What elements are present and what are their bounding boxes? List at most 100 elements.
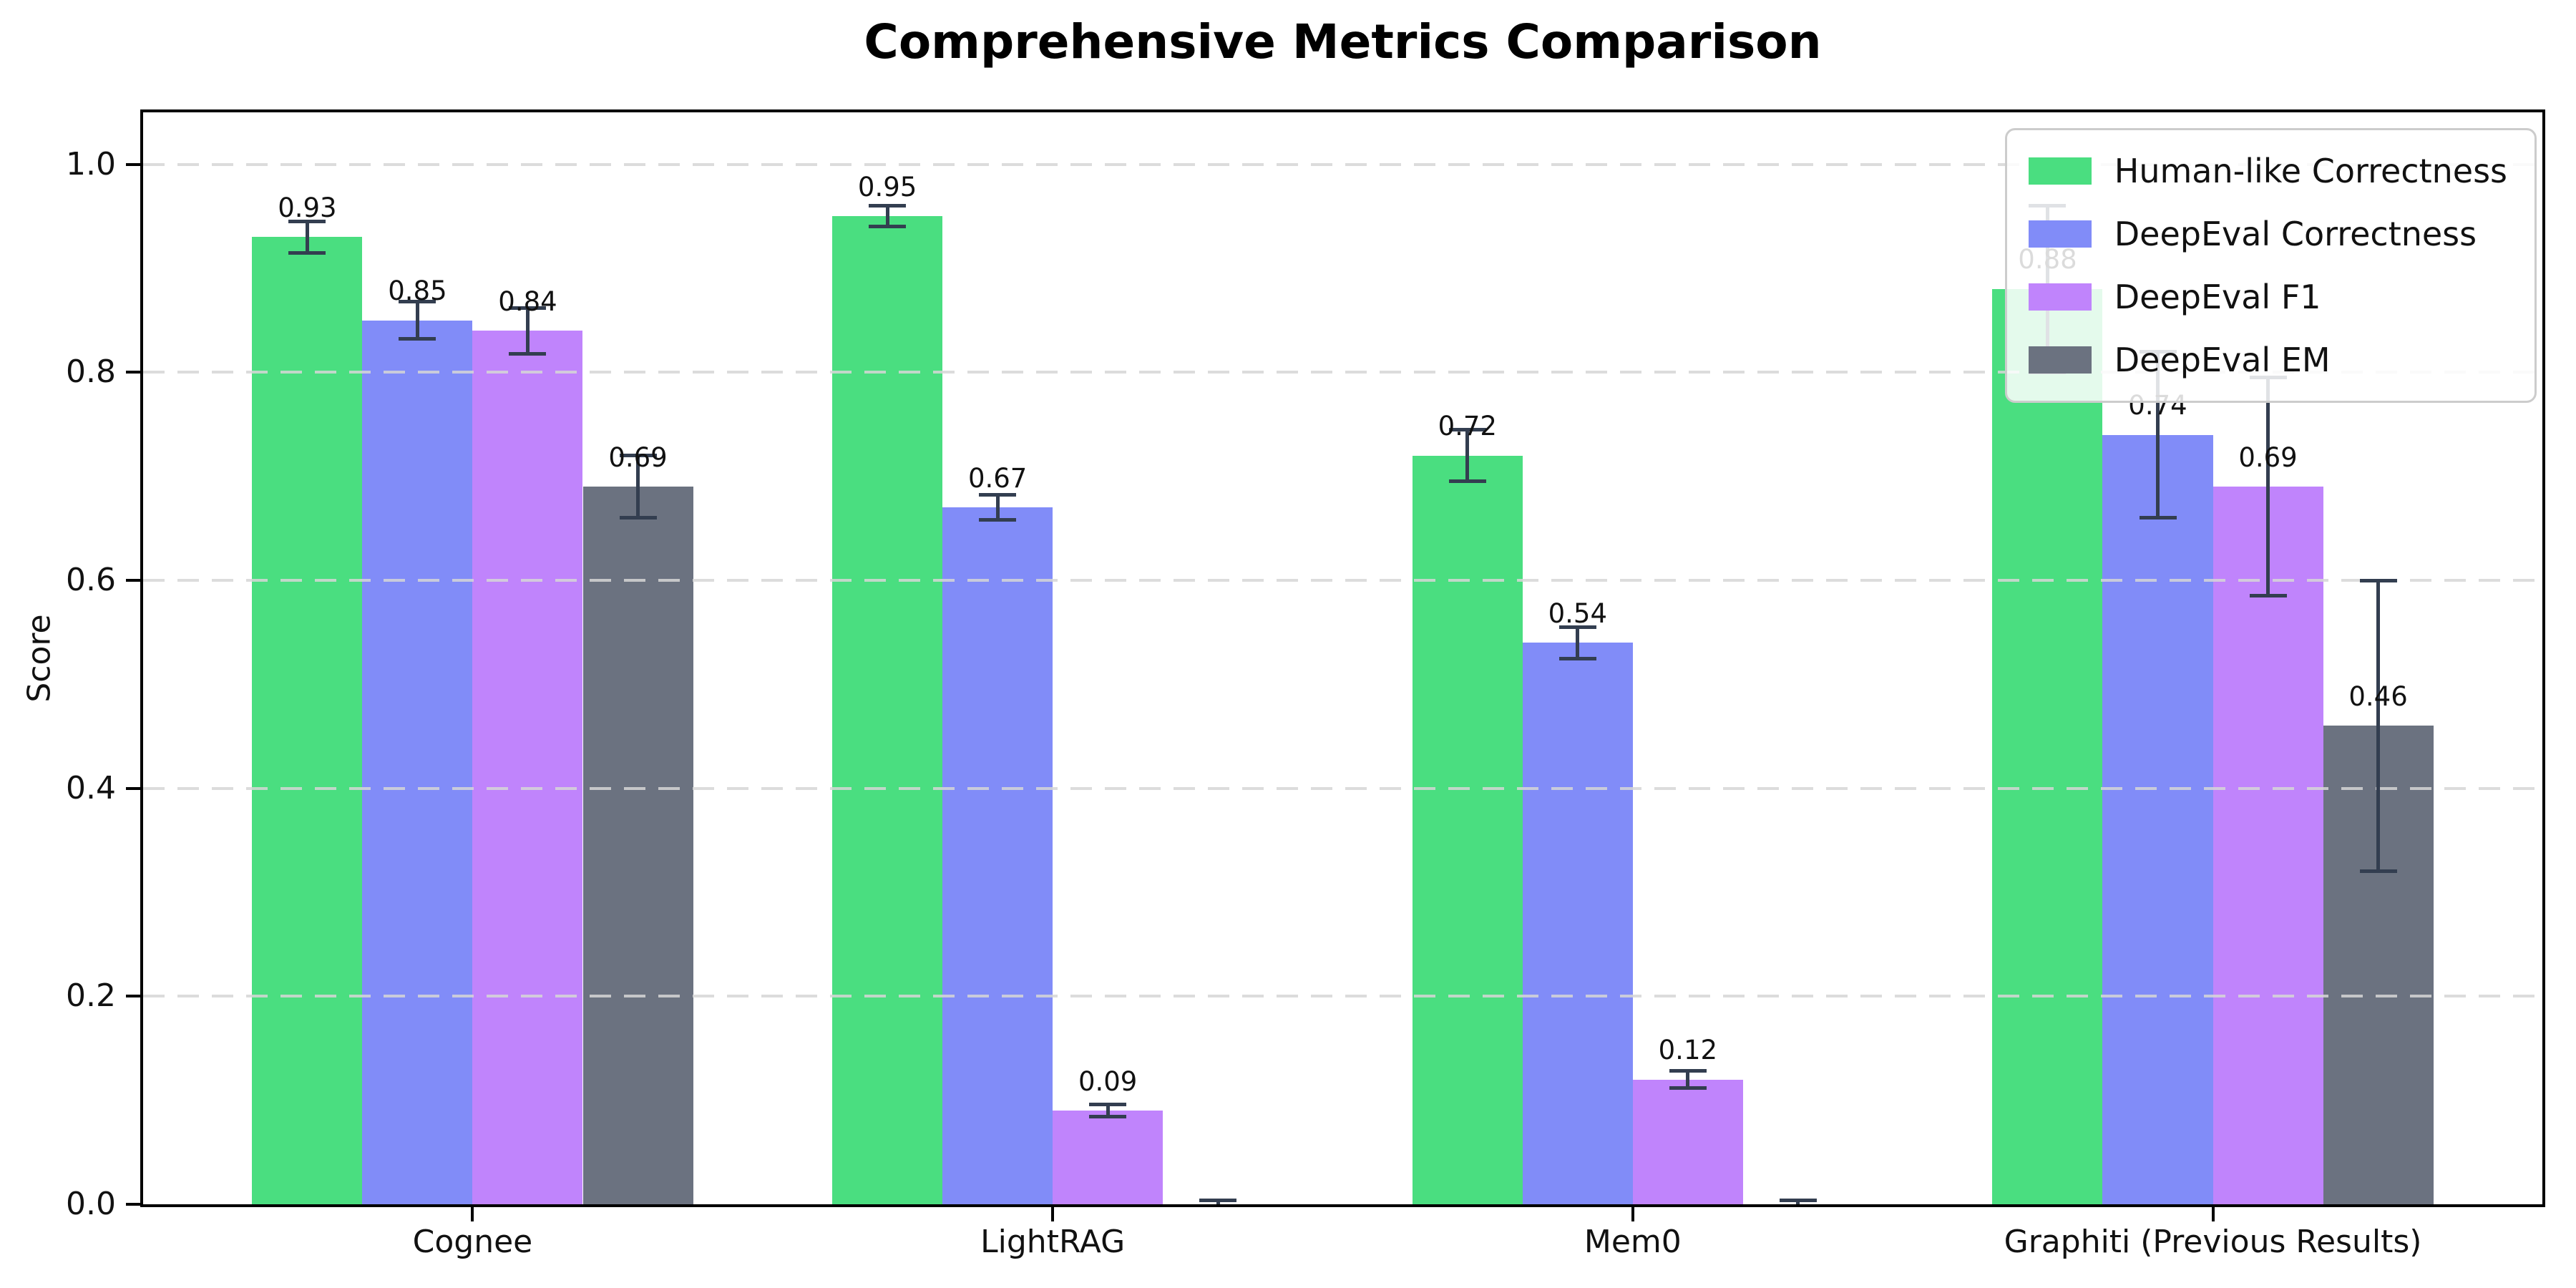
y-axis-label: Score [21, 614, 58, 703]
error-bar-cap [509, 351, 547, 356]
x-tick-mark [1051, 1207, 1055, 1221]
error-bar-cap [1558, 625, 1596, 629]
error-bar [1686, 1070, 1690, 1088]
y-tick-label: 1.0 [66, 145, 116, 182]
error-bar-cap [979, 493, 1017, 497]
legend-item: Human-like Correctness [2028, 152, 2507, 190]
y-tick-label: 0.4 [66, 769, 116, 806]
error-bar-cap [1779, 1198, 1817, 1202]
error-bar-cap [979, 518, 1017, 522]
error-bar-cap [2359, 578, 2397, 582]
x-tick-label: Graphiti (Previous Results) [2004, 1224, 2422, 1260]
chart-title: Comprehensive Metrics Comparison [864, 14, 1822, 69]
error-bar [885, 205, 889, 227]
gridline [143, 162, 2542, 166]
legend-swatch-icon [2028, 220, 2092, 248]
bar [362, 320, 473, 1204]
bar [472, 331, 583, 1204]
gridline [143, 995, 2542, 998]
error-bar-cap [399, 300, 436, 303]
error-bar-cap [619, 454, 657, 458]
bar-value-label: 0.54 [1548, 597, 1608, 629]
error-bar [1216, 1200, 1220, 1204]
bar [252, 237, 363, 1204]
y-tick-mark [126, 579, 140, 582]
legend-item-label: Human-like Correctness [2114, 152, 2507, 190]
bar-value-label: 0.46 [2348, 680, 2408, 712]
error-bar-cap [1669, 1085, 1707, 1090]
error-bar [2266, 377, 2270, 596]
error-bar-cap [1669, 1069, 1707, 1073]
error-bar [525, 308, 530, 354]
y-tick-mark [126, 1203, 140, 1206]
error-bar-cap [869, 204, 907, 208]
bar-value-label: 0.93 [278, 192, 337, 223]
legend-swatch-icon [2028, 157, 2092, 185]
x-tick-mark [471, 1207, 474, 1221]
error-bar-cap [2249, 594, 2287, 598]
error-bar [415, 301, 419, 339]
error-bar [1106, 1104, 1110, 1117]
gridline [143, 579, 2542, 582]
error-bar-cap [1199, 1198, 1237, 1202]
legend-swatch-icon [2028, 346, 2092, 374]
legend-item-label: DeepEval EM [2114, 341, 2331, 379]
legend-item: DeepEval EM [2028, 341, 2507, 379]
error-bar-cap [869, 225, 907, 229]
y-tick-mark [126, 162, 140, 166]
error-bar-cap [509, 306, 547, 310]
bar-value-label: 0.69 [608, 441, 668, 473]
error-bar-cap [288, 250, 326, 255]
legend-item-label: DeepEval F1 [2114, 278, 2321, 316]
y-tick-label: 0.0 [66, 1186, 116, 1222]
error-bar-cap [619, 516, 657, 520]
x-tick-label: Cognee [412, 1224, 533, 1260]
bar [582, 487, 693, 1204]
x-tick-label: Mem0 [1584, 1224, 1682, 1260]
bar-value-label: 0.69 [2238, 441, 2298, 473]
bar-value-label: 0.67 [967, 462, 1028, 494]
x-tick-label: LightRAG [980, 1224, 1126, 1260]
legend-item: DeepEval Correctness [2028, 215, 2507, 253]
error-bar-cap [288, 220, 326, 224]
error-bar-cap [1089, 1102, 1127, 1106]
error-bar-cap [2139, 516, 2177, 520]
bar [1412, 455, 1523, 1204]
bar-value-label: 0.95 [857, 171, 917, 203]
bar-value-label: 0.84 [498, 286, 557, 317]
y-tick-mark [126, 371, 140, 374]
bar [1053, 1111, 1163, 1204]
bar [1522, 643, 1633, 1204]
bar [2102, 434, 2213, 1204]
error-bar-cap [1448, 479, 1486, 484]
bar-value-label: 0.85 [388, 275, 447, 306]
error-bar [1576, 627, 1580, 658]
x-tick-mark [1631, 1207, 1634, 1221]
error-bar-cap [2359, 869, 2397, 874]
error-bar-cap [1448, 427, 1486, 431]
bar-value-label: 0.12 [1658, 1034, 1718, 1065]
bar [942, 507, 1053, 1204]
y-tick-label: 0.2 [66, 977, 116, 1015]
error-bar [636, 455, 640, 518]
error-bar [2156, 351, 2160, 518]
bar-value-label: 0.72 [1438, 410, 1497, 441]
bar [832, 216, 943, 1204]
y-tick-mark [126, 786, 140, 790]
error-bar [2376, 580, 2381, 872]
error-bar [305, 221, 309, 253]
error-bar [1465, 429, 1470, 482]
axis-spine [2542, 109, 2545, 1207]
error-bar-cap [1558, 656, 1596, 660]
bar-value-label: 0.09 [1078, 1065, 1138, 1097]
gridline [143, 786, 2542, 790]
y-tick-label: 0.6 [66, 562, 116, 598]
bar [1632, 1079, 1743, 1204]
error-bar-cap [399, 337, 436, 341]
plot-area: 0.930.950.720.880.850.670.540.740.840.09… [143, 112, 2542, 1204]
legend-item: DeepEval F1 [2028, 278, 2507, 316]
bar [1992, 289, 2103, 1204]
bar [2212, 487, 2323, 1204]
axis-spine [140, 1204, 2545, 1207]
